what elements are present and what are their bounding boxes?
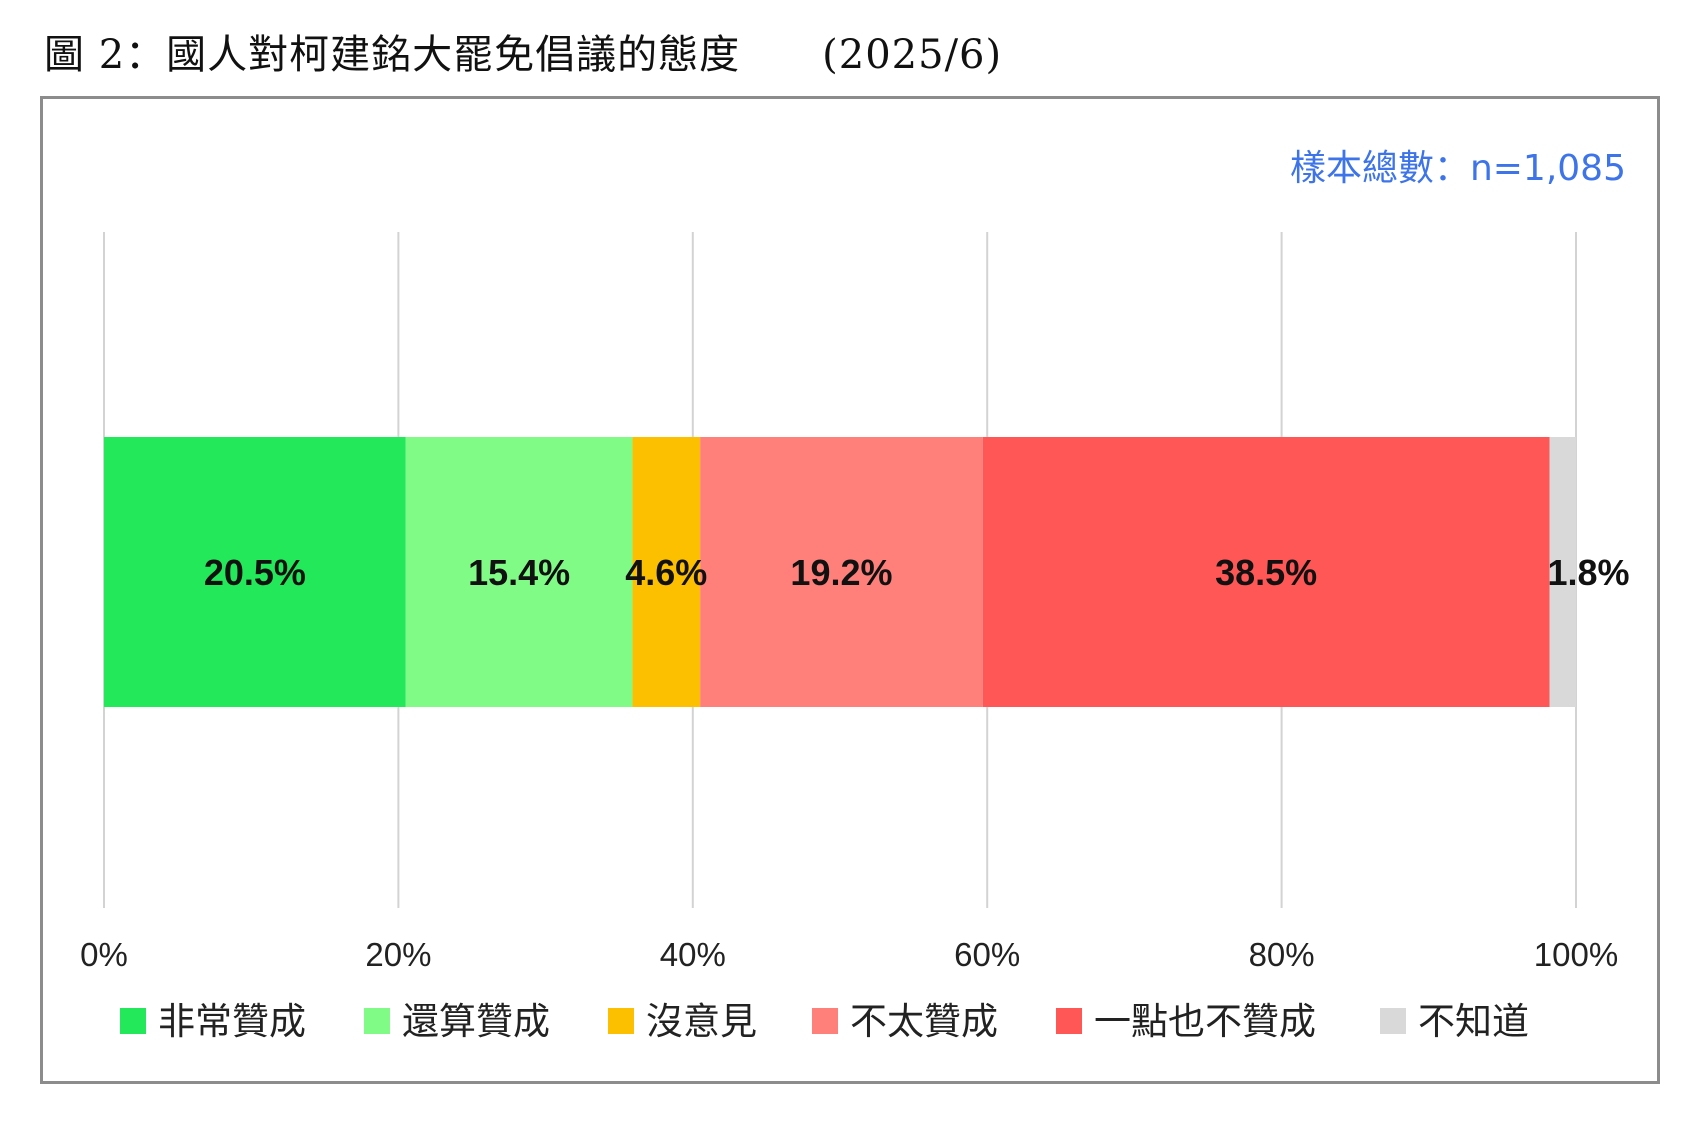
x-axis-ticks: 0% 20% 40% 60% 80% 100% <box>80 936 1618 973</box>
sample-size-note: 樣本總數：n=1,085 <box>1290 148 1626 189</box>
data-label: 15.4% <box>468 552 570 593</box>
bar-segment <box>1549 437 1576 707</box>
x-tick-label: 20% <box>365 936 431 973</box>
data-label: 38.5% <box>1215 552 1317 593</box>
data-label: 19.2% <box>790 552 892 593</box>
legend-swatch <box>1380 1008 1406 1034</box>
legend-label: 不太贊成 <box>850 1000 998 1043</box>
data-label: 20.5% <box>204 552 306 593</box>
legend: 非常贊成 還算贊成 沒意見 不太贊成 一點也不贊成 不知道 <box>120 1000 1529 1043</box>
legend-label: 還算贊成 <box>402 1000 550 1043</box>
bar-segment <box>405 437 633 707</box>
x-tick-label: 80% <box>1249 936 1315 973</box>
legend-swatch <box>364 1008 390 1034</box>
legend-swatch <box>120 1008 146 1034</box>
x-tick-label: 0% <box>80 936 128 973</box>
legend-label: 非常贊成 <box>158 1000 306 1043</box>
data-label: 4.6% <box>625 552 707 593</box>
legend-swatch <box>812 1008 838 1034</box>
bar-segments <box>104 437 1576 707</box>
legend-label: 一點也不贊成 <box>1094 1000 1316 1043</box>
data-labels: 20.5% 15.4% 4.6% 19.2% 38.5% 1.8% <box>204 552 1630 593</box>
legend-label: 沒意見 <box>646 1000 757 1043</box>
bar-segment <box>632 437 701 707</box>
legend-label: 不知道 <box>1418 1000 1529 1043</box>
x-tick-label: 60% <box>954 936 1020 973</box>
bar-segment <box>982 437 1550 707</box>
data-label: 1.8% <box>1548 552 1630 593</box>
figure-caption: 圖 2：國人對柯建銘大罷免倡議的態度 (2025/6) <box>44 32 1003 78</box>
x-tick-label: 100% <box>1534 936 1618 973</box>
bar-segment <box>104 437 406 707</box>
bar-segment <box>700 437 983 707</box>
legend-swatch <box>608 1008 634 1034</box>
legend-swatch <box>1056 1008 1082 1034</box>
x-tick-label: 40% <box>660 936 726 973</box>
